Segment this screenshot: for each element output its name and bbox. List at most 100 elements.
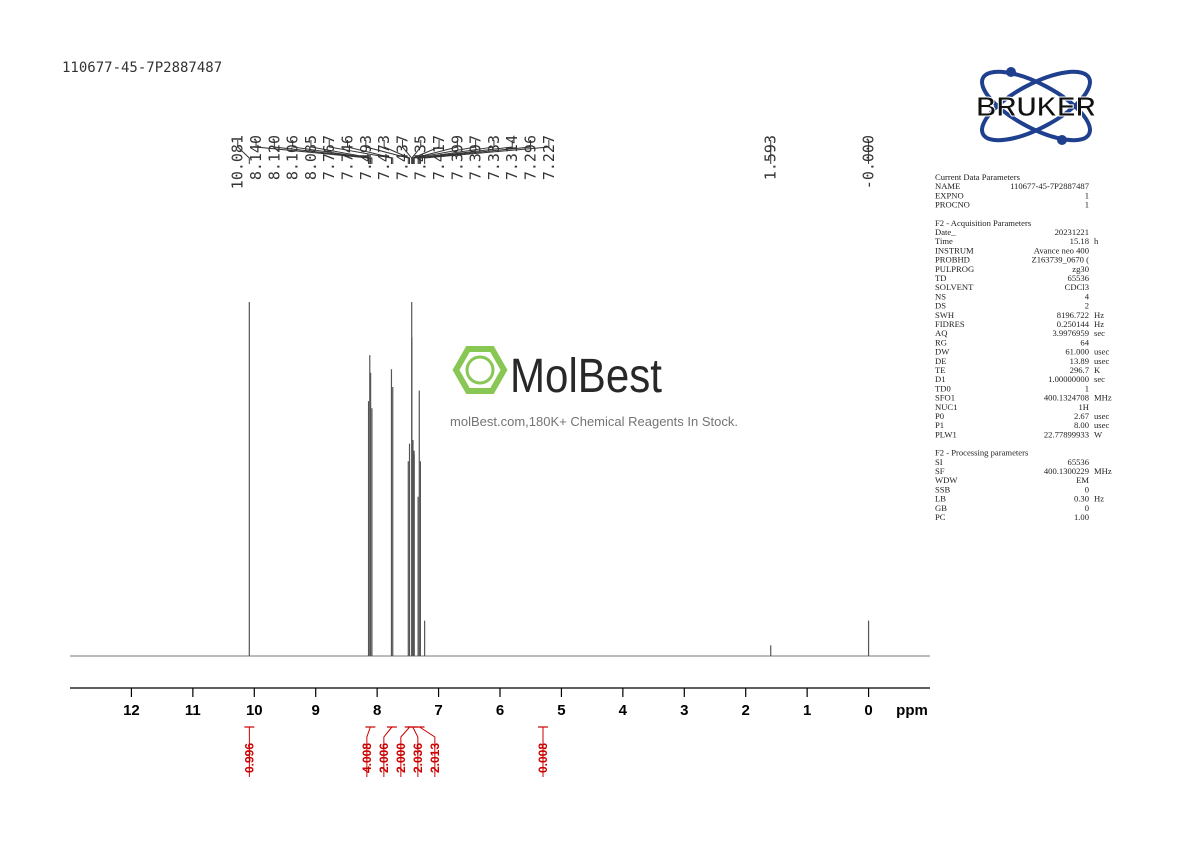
param-name: TD (935, 273, 946, 283)
peak-label: 7.314 (503, 135, 521, 180)
param-name: P0 (935, 411, 944, 421)
integral-connector (400, 726, 411, 777)
param-unit: sec (1094, 328, 1105, 338)
param-name: DE (935, 356, 946, 366)
spectrum-title: 110677-45-7P2887487 (62, 60, 222, 76)
param-value: 2 (1085, 301, 1089, 311)
peak-label: 7.767 (320, 135, 338, 180)
integral-label: 2.036 (411, 743, 425, 773)
peak-label: 7.333 (485, 135, 503, 180)
integral-label: 0.996 (242, 743, 256, 773)
param-name: TD0 (935, 383, 951, 393)
x-tick-label: 9 (312, 702, 320, 719)
x-tick-label: 8 (373, 702, 381, 719)
integral-label: 2.000 (394, 743, 408, 773)
param-name: NUC1 (935, 402, 957, 412)
param-value: 13.89 (1070, 356, 1089, 366)
param-unit: usec (1094, 356, 1109, 366)
param-value: 20231221 (1055, 227, 1089, 237)
integral-label: 2.006 (377, 743, 391, 773)
param-name: SI (935, 457, 943, 467)
param-name: EXPNO (935, 190, 964, 200)
watermark-name: MolBest (510, 350, 662, 403)
param-value: 2.67 (1074, 411, 1090, 421)
param-value: 22.77899933 (1044, 429, 1089, 439)
peak-connector (365, 140, 409, 164)
peak-connector (418, 140, 513, 164)
x-tick-label: 7 (434, 702, 442, 719)
param-value: 1H (1078, 402, 1089, 412)
peak-label: 7.227 (540, 135, 558, 180)
peak-connector (383, 140, 411, 164)
param-name: TE (935, 365, 946, 375)
param-name: SWH (935, 310, 954, 320)
integral-connector (419, 726, 436, 777)
param-name: RG (935, 337, 947, 347)
param-value: 400.1300229 (1044, 466, 1089, 476)
param-value: 8.00 (1074, 420, 1089, 430)
param-unit: sec (1094, 374, 1105, 384)
param-value: 296.7 (1070, 365, 1090, 375)
param-value: 64 (1080, 337, 1089, 347)
x-axis-label: ppm (896, 702, 928, 719)
param-name: PULPROG (935, 264, 974, 274)
param-unit: W (1094, 429, 1103, 439)
param-unit: K (1094, 365, 1101, 375)
peak-label: 7.746 (339, 135, 357, 180)
x-tick-label: 1 (803, 702, 811, 719)
param-value: 0 (1085, 503, 1089, 513)
integral-connector (366, 726, 371, 777)
x-tick-label: 0 (864, 702, 872, 719)
param-unit: MHz (1094, 466, 1112, 476)
x-tick-label: 4 (619, 702, 628, 719)
param-value: 0 (1085, 484, 1089, 494)
param-name: PROCNO (935, 200, 970, 210)
param-name: GB (935, 503, 947, 513)
watermark-tagline: molBest.com,180K+ Chemical Reagents In S… (450, 414, 738, 429)
peak-label: 8.085 (302, 135, 320, 180)
peak-connector (237, 140, 250, 164)
param-value: 400.1324708 (1044, 393, 1089, 403)
peak-label: 8.106 (284, 135, 302, 180)
peak-label: 7.473 (375, 135, 393, 180)
param-section-title: F2 - Processing parameters (935, 448, 1029, 458)
watermark: MolBest molBest.com,180K+ Chemical Reage… (450, 346, 738, 429)
param-unit: Hz (1094, 319, 1104, 329)
x-tick-label: 5 (557, 702, 565, 719)
param-value: 65536 (1068, 457, 1090, 467)
x-tick-label: 11 (185, 702, 201, 719)
peak-connector (417, 140, 495, 164)
bruker-logo: BRUKER (976, 67, 1096, 145)
param-name: PROBHD (935, 255, 970, 265)
integral-label: 2.013 (428, 743, 442, 773)
param-value: 0.250144 (1057, 319, 1090, 329)
peak-label: 7.493 (357, 135, 375, 180)
param-name: DW (935, 347, 950, 357)
param-value: 1 (1085, 190, 1089, 200)
param-name: PLW1 (935, 429, 957, 439)
param-name: PC (935, 512, 946, 522)
peak-connector (292, 140, 372, 164)
param-name: WDW (935, 475, 958, 485)
param-value: 1.00000000 (1048, 374, 1089, 384)
param-name: NS (935, 291, 946, 301)
param-value: 110677-45-7P2887487 (1010, 181, 1090, 191)
peak-label: 10.081 (229, 135, 247, 189)
integral-connector (383, 726, 393, 777)
param-unit: usec (1094, 420, 1109, 430)
peak-connector (328, 140, 392, 164)
param-unit: usec (1094, 411, 1109, 421)
param-name: SFO1 (935, 393, 955, 403)
peak-connector (412, 140, 440, 164)
param-unit: MHz (1094, 393, 1112, 403)
param-unit: Hz (1094, 494, 1104, 504)
peak-label: 8.140 (247, 135, 265, 180)
param-value: 1 (1085, 383, 1089, 393)
param-value: 3.9976959 (1052, 328, 1089, 338)
peak-label: 7.397 (467, 135, 485, 180)
param-name: NAME (935, 181, 960, 191)
param-value: Z163739_0670 ( (1031, 255, 1089, 265)
integral-label: 4.008 (360, 743, 374, 773)
x-tick-label: 6 (496, 702, 504, 719)
param-name: LB (935, 494, 946, 504)
